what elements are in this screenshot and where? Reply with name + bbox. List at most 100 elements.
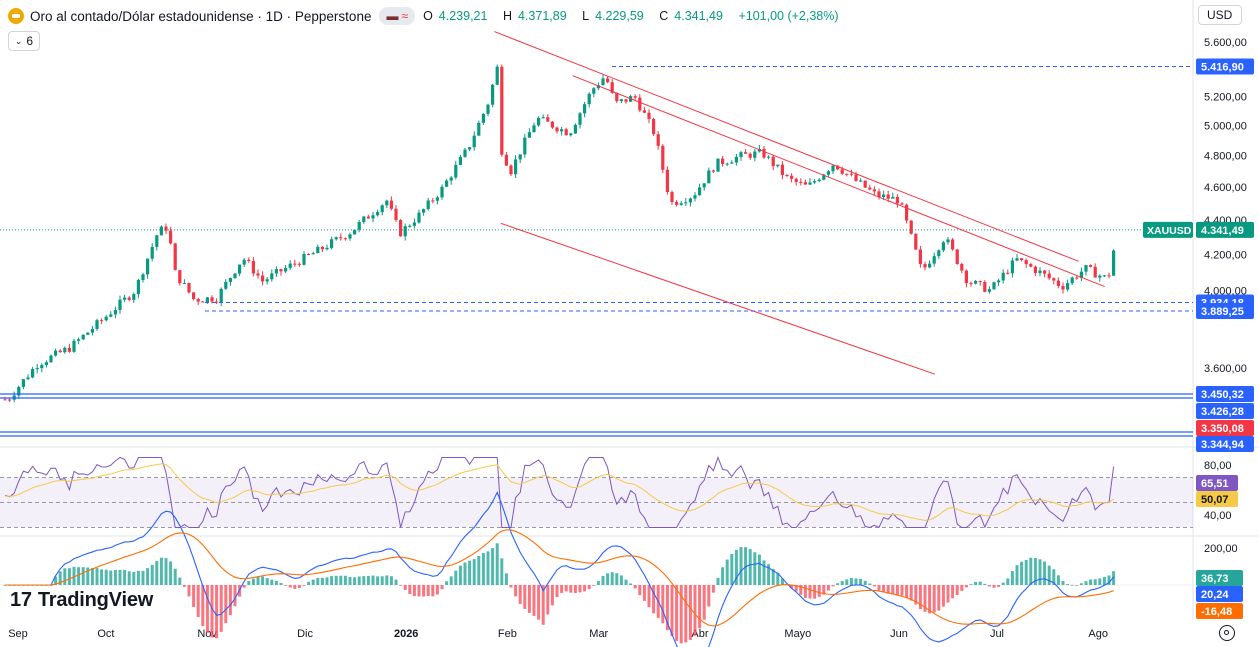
candle-body <box>826 171 830 175</box>
macd-histogram-bar <box>716 577 720 585</box>
macd-histogram-bar <box>228 585 232 616</box>
price-level-label: 3.426,28 <box>1201 406 1244 418</box>
macd-histogram-bar <box>445 581 449 585</box>
macd-histogram-bar <box>872 585 876 587</box>
candle-body <box>132 294 136 300</box>
macd-histogram-bar <box>316 577 320 585</box>
macd-histogram-bar <box>440 585 444 590</box>
macd-histogram-bar <box>601 576 605 585</box>
time-tick-label: Feb <box>498 628 517 640</box>
macd-histogram-bar <box>77 567 81 585</box>
candle-body <box>905 204 909 221</box>
candle-body <box>210 297 214 302</box>
macd-histogram-bar <box>150 564 154 585</box>
symbol-title[interactable]: Oro al contado/Dólar estadounidense · 1D… <box>30 8 372 24</box>
candle-body <box>1098 275 1102 278</box>
macd-histogram-bar <box>537 585 541 620</box>
macd-histogram-bar <box>675 585 679 641</box>
macd-histogram-bar <box>1093 579 1097 585</box>
candle-body <box>113 309 117 315</box>
candle-body <box>31 369 35 378</box>
settings-gear-icon[interactable] <box>1219 625 1235 641</box>
candle-body <box>642 110 646 113</box>
macd-histogram-bar <box>900 585 904 596</box>
price-level-label: 3.889,25 <box>1201 306 1244 318</box>
macd-histogram-bar <box>629 583 633 585</box>
candle-body <box>688 198 692 203</box>
price-tick-label: 4.800,00 <box>1204 151 1247 163</box>
approx-icon: ≈ <box>401 9 409 23</box>
market-status-pill[interactable]: ▬ ≈ <box>379 7 416 25</box>
candle-body <box>974 280 978 284</box>
macd-histogram-bar <box>219 585 223 632</box>
low-value: 4.229,59 <box>595 9 644 23</box>
macd-histogram-bar <box>81 567 85 585</box>
macd-histogram-bar <box>1020 561 1024 585</box>
candle-body <box>813 181 817 183</box>
candle-body <box>914 233 918 250</box>
candle-body <box>983 281 987 292</box>
candle-body <box>334 237 338 240</box>
candle-body <box>656 134 660 146</box>
macd-value-tag <box>1196 603 1243 619</box>
macd-histogram-bar <box>509 585 513 588</box>
candle-body <box>661 145 665 170</box>
macd-histogram-bar <box>284 585 288 586</box>
candle-body <box>17 386 21 396</box>
candle-body <box>836 165 840 170</box>
macd-histogram-bar <box>550 585 554 606</box>
candle-body <box>422 209 426 213</box>
time-tick-label: Mayo <box>784 628 811 640</box>
chart-header: Oro al contado/Dólar estadounidense · 1D… <box>8 6 845 26</box>
macd-histogram-bar <box>606 573 610 585</box>
candle-body <box>1001 272 1005 281</box>
macd-histogram-bar <box>652 585 656 614</box>
macd-histogram-bar <box>753 552 757 585</box>
price-level-tag <box>1196 58 1254 75</box>
macd-histogram-bar <box>449 576 453 585</box>
candle-body <box>895 196 899 204</box>
currency-selector[interactable]: USD <box>1198 5 1242 25</box>
macd-histogram-bar <box>799 585 803 595</box>
time-tick-label: Dic <box>297 628 313 640</box>
candle-body <box>932 256 936 264</box>
macd-histogram-bar <box>721 567 725 585</box>
candle-body <box>472 135 476 148</box>
macd-histogram-bar <box>486 551 490 585</box>
macd-histogram-bar <box>794 585 798 592</box>
macd-histogram-bar <box>932 585 936 613</box>
macd-histogram-bar <box>592 585 596 586</box>
tradingview-logo[interactable]: 17 TradingView <box>10 589 153 612</box>
candle-body <box>863 180 867 188</box>
macd-histogram-bar <box>859 578 863 585</box>
time-tick-label: Ago <box>1088 628 1108 640</box>
macd-histogram-bar <box>886 585 890 594</box>
macd-histogram-bar <box>670 585 674 637</box>
candle-body <box>215 301 219 303</box>
macd-histogram-bar <box>468 560 472 585</box>
macd-histogram-bar <box>702 585 706 620</box>
candle-body <box>219 288 223 303</box>
trendline <box>494 31 1079 262</box>
candle-body <box>491 84 495 105</box>
macd-histogram-bar <box>192 585 196 608</box>
price-tick-label: 4.200,00 <box>1204 249 1247 261</box>
indicators-toggle[interactable]: ⌄ 6 <box>8 31 40 51</box>
candle-body <box>343 238 347 240</box>
candle-body <box>293 263 297 265</box>
macd-histogram-bar <box>1029 557 1033 585</box>
candle-body <box>1102 275 1106 277</box>
macd-histogram-bar <box>679 585 683 644</box>
candle-body <box>371 215 375 219</box>
price-tick-label: 3.600,00 <box>1204 363 1247 375</box>
candle-body <box>8 399 12 401</box>
candle-body <box>1056 280 1060 286</box>
macd-histogram-bar <box>458 565 462 585</box>
macd-histogram-bar <box>969 584 973 585</box>
candle-body <box>1029 264 1033 267</box>
candle-body <box>679 203 683 205</box>
macd-histogram-bar <box>481 552 485 585</box>
candle-body <box>1020 258 1024 261</box>
candle-body <box>67 347 71 352</box>
